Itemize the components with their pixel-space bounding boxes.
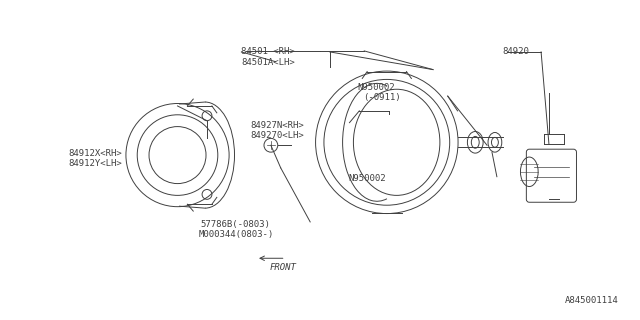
Text: A845001114: A845001114 [565,296,619,305]
Text: 84501 <RH>: 84501 <RH> [241,47,295,56]
Text: N950002: N950002 [348,174,386,183]
Text: 84912Y<LH>: 84912Y<LH> [68,159,122,168]
Text: 84912X<RH>: 84912X<RH> [68,149,122,158]
Text: 849270<LH>: 849270<LH> [251,131,305,140]
Text: 84927N<RH>: 84927N<RH> [251,121,305,130]
Text: M000344(0803-): M000344(0803-) [198,230,274,239]
Text: 57786B(-0803): 57786B(-0803) [200,220,270,229]
Text: 84501A<LH>: 84501A<LH> [241,58,295,67]
Text: 84920: 84920 [502,47,529,56]
Text: N950002: N950002 [358,83,396,92]
Text: FRONT: FRONT [269,263,296,272]
Text: (-0911): (-0911) [363,92,401,102]
